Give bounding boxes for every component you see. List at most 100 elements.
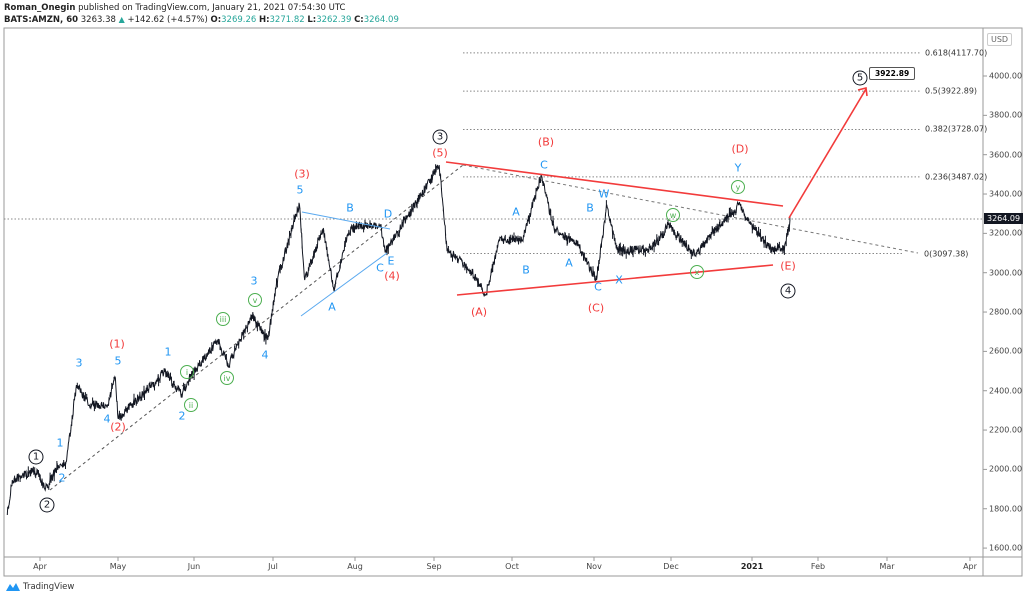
- open-label: O:: [210, 15, 222, 25]
- wave-label-green[interactable]: v: [248, 293, 262, 307]
- wave-label-green[interactable]: iii: [216, 312, 230, 326]
- wave-label-green[interactable]: x: [690, 265, 704, 279]
- target-arrow[interactable]: [788, 88, 867, 219]
- wave-label-green[interactable]: y: [731, 180, 745, 194]
- wave-label-blue[interactable]: A: [328, 300, 336, 314]
- time-tick-label: Aug: [347, 562, 363, 571]
- wave-label-blue[interactable]: W: [598, 187, 610, 201]
- wave-label-blue[interactable]: 4: [261, 348, 269, 362]
- wave-label-blue[interactable]: 2: [58, 471, 66, 485]
- wave-label-red[interactable]: (1): [109, 337, 125, 351]
- target-callout[interactable]: 3922.89: [869, 67, 916, 80]
- last-price-tag: 3264.09: [984, 213, 1024, 224]
- wave-label-red[interactable]: (B): [537, 135, 555, 149]
- publish-text: published on TradingView.com, January 21…: [78, 3, 346, 13]
- high-label: H:: [259, 15, 270, 25]
- wave-label-blue[interactable]: B: [346, 201, 354, 215]
- wave-label-blue[interactable]: 2: [178, 409, 186, 423]
- price-tick-label: 3400.00: [989, 189, 1023, 199]
- blue-triangle-lower[interactable]: [300, 252, 388, 317]
- wave-label-blue[interactable]: 1: [164, 345, 172, 359]
- wave-label-red[interactable]: (C): [587, 301, 605, 315]
- time-tick-label: Sep: [426, 562, 442, 571]
- fib-level-label: 0.236(3487.02): [925, 172, 988, 182]
- wave-label-blue[interactable]: X: [615, 273, 623, 287]
- last-price: 3263.38: [80, 15, 116, 25]
- wave-label-blue[interactable]: E: [387, 254, 395, 268]
- wave-label-green[interactable]: w: [666, 208, 680, 222]
- wave-label-blue[interactable]: C: [540, 158, 548, 172]
- wave-label-green[interactable]: i: [180, 365, 194, 379]
- price-tick-label: 4000.00: [989, 71, 1023, 81]
- chart-frame: [3, 27, 1023, 577]
- time-tick-label: Apr: [963, 562, 977, 571]
- price-tick-label: 2200.00: [989, 425, 1023, 435]
- wave-label-blue[interactable]: 5: [296, 183, 304, 197]
- price-tick-label: 2400.00: [989, 386, 1023, 396]
- wave-label-red[interactable]: (A): [470, 305, 488, 319]
- time-tick-label: Feb: [810, 562, 826, 571]
- wave-label-blue[interactable]: D: [383, 207, 393, 221]
- wave-label-red[interactable]: (2): [110, 420, 126, 434]
- red-triangle-lower[interactable]: [456, 264, 774, 296]
- time-tick-label: May: [109, 562, 127, 571]
- symbol-name[interactable]: BATS:AMZN, 60: [4, 15, 79, 25]
- tradingview-logo[interactable]: TradingView: [6, 582, 74, 592]
- time-tick-label: Jun: [187, 562, 201, 571]
- wave-label-blue[interactable]: 3: [75, 356, 83, 370]
- close-value: 3264.09: [363, 15, 399, 25]
- wave-label-blue[interactable]: B: [586, 201, 594, 215]
- price-line: [6, 164, 791, 516]
- price-tick-label: 3000.00: [989, 268, 1023, 278]
- wave-label-blue[interactable]: C: [594, 280, 602, 294]
- price-tick-label: 1600.00: [989, 543, 1023, 553]
- red-triangle-upper[interactable]: [445, 161, 784, 207]
- wave-label-black[interactable]: 5: [852, 70, 868, 86]
- wave-label-blue[interactable]: 4: [103, 412, 111, 426]
- wave-label-blue[interactable]: A: [565, 256, 573, 270]
- wave-label-green[interactable]: ii: [184, 398, 198, 412]
- wave-label-black[interactable]: 2: [39, 497, 55, 513]
- fib-level-label: 0(3097.38): [924, 249, 969, 259]
- time-tick-label: Jul: [268, 562, 278, 571]
- time-tick-label: Nov: [586, 562, 602, 571]
- wave-label-blue[interactable]: 3: [250, 274, 258, 288]
- wave-label-red[interactable]: (3): [294, 167, 310, 181]
- wave-label-blue[interactable]: Y: [734, 161, 742, 175]
- price-tick-label: 1800.00: [989, 504, 1023, 514]
- wave-label-blue[interactable]: 5: [114, 354, 122, 368]
- axis-tick-marks: [39, 75, 987, 561]
- price-tick-label: 2000.00: [989, 464, 1023, 474]
- price-change: +142.62 (+4.57%): [127, 15, 208, 25]
- brand-name: TradingView: [23, 582, 75, 592]
- wave-label-blue[interactable]: B: [522, 263, 530, 277]
- author-link[interactable]: Roman_Onegin: [4, 3, 76, 13]
- channel-dashed-line[interactable]: [462, 164, 919, 254]
- wave-label-blue[interactable]: A: [512, 205, 520, 219]
- price-tick-label: 3800.00: [989, 110, 1023, 120]
- publish-info: Roman_Onegin published on TradingView.co…: [4, 3, 345, 13]
- currency-badge[interactable]: USD: [987, 33, 1013, 46]
- wave-label-black[interactable]: 3: [432, 129, 448, 145]
- wave-label-green[interactable]: iv: [220, 371, 234, 385]
- wave-label-red[interactable]: (D): [731, 142, 749, 156]
- wave-label-red[interactable]: (E): [780, 259, 796, 273]
- blue-triangle-upper[interactable]: [301, 211, 391, 230]
- wave-label-black[interactable]: 1: [28, 449, 44, 465]
- wave-label-blue[interactable]: 1: [56, 436, 64, 450]
- high-value: 3271.82: [269, 15, 305, 25]
- close-label: C:: [354, 15, 364, 25]
- fib-extension[interactable]: [463, 52, 921, 255]
- open-value: 3269.26: [221, 15, 257, 25]
- time-tick-label: Oct: [505, 562, 519, 571]
- wave-label-black[interactable]: 4: [780, 283, 796, 299]
- tradingview-logo-icon: [6, 583, 20, 591]
- price-tick-label: 2800.00: [989, 307, 1023, 317]
- time-tick-label: Apr: [33, 562, 47, 571]
- wave-label-red[interactable]: (5): [432, 146, 448, 160]
- wave-label-red[interactable]: (4): [384, 269, 400, 283]
- wave-label-blue[interactable]: C: [376, 261, 384, 275]
- low-value: 3262.39: [316, 15, 352, 25]
- time-tick-label: Dec: [663, 562, 679, 571]
